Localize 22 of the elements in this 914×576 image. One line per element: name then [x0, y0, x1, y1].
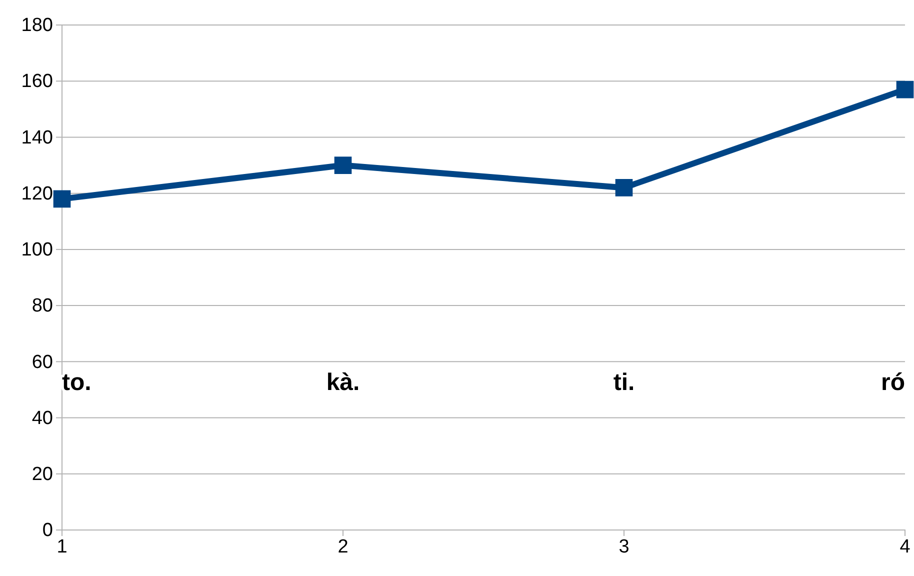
y-tick-label: 120	[21, 183, 53, 204]
y-tick-label: 60	[32, 352, 53, 373]
y-tick-label: 100	[21, 240, 53, 261]
y-tick-label: 20	[32, 464, 53, 485]
x-tick-label: 2	[338, 536, 348, 558]
y-tick-label: 180	[21, 15, 53, 36]
y-tick-label: 80	[32, 296, 53, 317]
point	[896, 80, 914, 98]
annotation: ti.	[613, 369, 635, 396]
y-tick-label: 0	[42, 520, 53, 542]
x-tick-label: 4	[900, 536, 911, 558]
annotation: to.	[62, 369, 92, 396]
y-tick-label: 40	[32, 408, 53, 429]
annotation: ró	[881, 369, 905, 396]
annotation: kà.	[326, 369, 360, 396]
point	[334, 156, 352, 174]
x-tick-label: 1	[56, 536, 68, 558]
x-tick-label: 3	[618, 536, 630, 558]
y-tick-label: 140	[21, 127, 53, 148]
point	[615, 179, 633, 196]
y-tick-label: 160	[21, 71, 53, 92]
point	[53, 190, 71, 208]
